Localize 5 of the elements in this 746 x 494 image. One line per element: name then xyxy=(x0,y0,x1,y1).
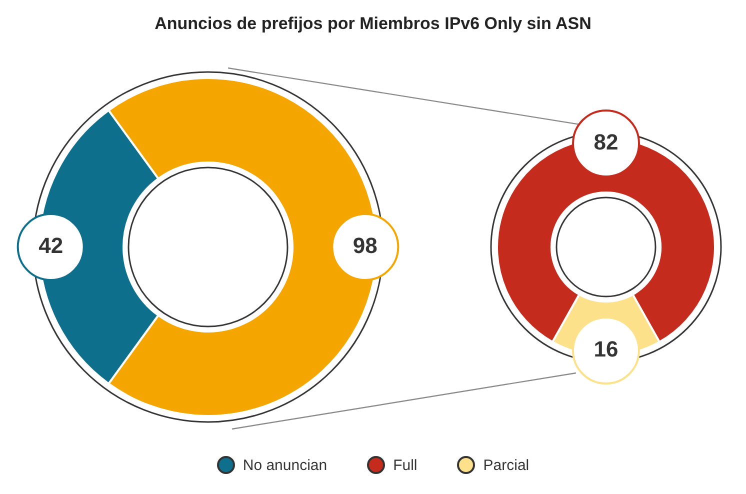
legend-label: No anuncian xyxy=(242,456,328,474)
data-label: 42 xyxy=(38,233,64,258)
legend-label: Full xyxy=(393,456,418,474)
chart-title: Anuncios de prefijos por Miembros IPv6 Only sin ASN xyxy=(154,14,592,34)
legend-label: Parcial xyxy=(483,456,530,474)
